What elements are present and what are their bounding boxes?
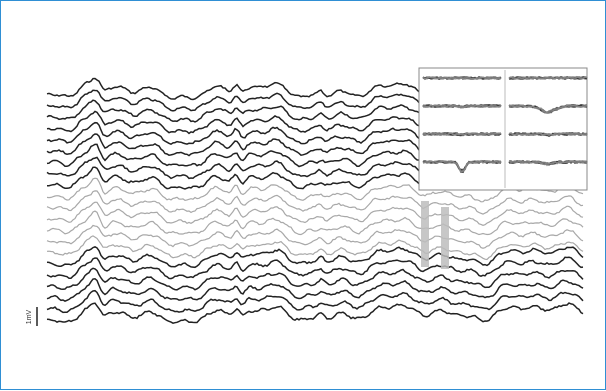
waveform-trace	[422, 75, 502, 81]
trace-line	[46, 245, 584, 269]
waveform-trace	[422, 131, 502, 137]
trace-line	[46, 133, 420, 157]
trace-line	[46, 210, 584, 236]
trace-line	[46, 177, 584, 203]
trace-line	[46, 121, 420, 146]
trace-line	[46, 224, 584, 249]
trace-line	[46, 190, 584, 215]
trace-line	[46, 267, 584, 291]
trace-line	[46, 289, 584, 314]
waveform-trace	[508, 160, 588, 166]
waveform-inset	[418, 67, 588, 191]
trace-line	[47, 166, 420, 190]
trace-line	[46, 99, 420, 123]
trace-line	[46, 110, 420, 135]
trace-line	[46, 89, 420, 112]
spike-band	[421, 201, 429, 267]
inset-box	[418, 67, 588, 191]
trace-group	[46, 77, 584, 324]
waveform-trace	[508, 132, 588, 137]
waveform-trace	[422, 103, 502, 109]
trace-line	[46, 235, 584, 261]
spike-band	[441, 207, 449, 269]
trace-line	[46, 278, 584, 303]
spike-bands	[421, 201, 449, 269]
trace-line	[46, 156, 420, 180]
scale-bar: 1mV	[26, 307, 38, 326]
trace-line	[46, 201, 584, 226]
waveform-trace	[508, 104, 588, 114]
waveform-trace	[422, 160, 502, 173]
trace-line	[46, 256, 584, 280]
scale-bar-label: 1mV	[26, 309, 33, 324]
trace-line	[46, 302, 584, 324]
trace-line	[46, 143, 420, 168]
waveform-trace	[508, 75, 588, 80]
trace-line	[46, 77, 420, 101]
